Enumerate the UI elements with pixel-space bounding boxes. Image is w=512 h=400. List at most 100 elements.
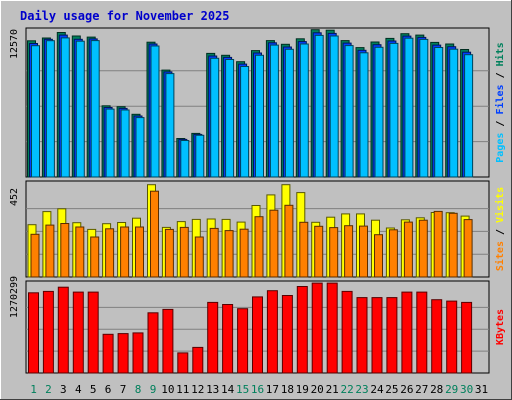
bar-pages-day-28 <box>434 47 444 178</box>
y-axis-label-part: Files <box>494 84 506 114</box>
bar-pages-day-29 <box>449 48 459 178</box>
bar-pages-day-2 <box>45 40 55 178</box>
bar-sites-day-23 <box>359 225 368 278</box>
bar-pages-day-23 <box>359 52 369 178</box>
bar-sites-day-25 <box>388 229 398 278</box>
bar-kbytes-day-11 <box>177 352 189 374</box>
x-tick-label-day-29: 29 <box>445 383 458 396</box>
bar-kbytes-day-5 <box>87 291 99 374</box>
x-tick-label-day-13: 13 <box>206 383 219 396</box>
bar-sites-day-27 <box>418 219 428 278</box>
y-max-tick-label: 452 <box>9 188 20 206</box>
bar-sites-day-2 <box>45 224 55 278</box>
panel-middle: 452 Sites / Visits <box>9 180 506 278</box>
bar-kbytes-day-17 <box>266 290 278 374</box>
bar-kbytes-day-24 <box>371 297 383 374</box>
bar-sites-day-20 <box>314 225 324 278</box>
bar-sites-day-8 <box>135 226 144 278</box>
bar-pages-day-6 <box>105 108 115 178</box>
bar-pages-day-3 <box>60 37 70 178</box>
bar-sites-day-22 <box>344 225 354 278</box>
x-axis-labels: 1 2 3 4 5 6 7 8 9 10 11 12 13 14 15 16 17 18 19 20 21 22 23 24 2… <box>30 383 488 396</box>
x-tick-label-day-8: 8 <box>135 383 142 396</box>
panel-top: 12570 Pages / Files / Hits <box>9 27 506 178</box>
bar-kbytes-day-7 <box>117 333 129 374</box>
bar-sites-day-15 <box>239 228 249 278</box>
bar-sites-day-4 <box>75 226 85 278</box>
bar-pages-day-4 <box>75 40 85 178</box>
y-axis-label: Sites / Visits <box>494 187 506 271</box>
bar-pages-day-21 <box>329 35 339 178</box>
bar-pages-day-22 <box>344 45 354 178</box>
bar-sites-day-10 <box>164 228 174 278</box>
x-tick-label-day-3: 3 <box>60 383 67 396</box>
bar-kbytes-day-29 <box>446 300 458 374</box>
bar-sites-day-21 <box>329 227 339 278</box>
bar-kbytes-day-3 <box>57 286 69 374</box>
bar-kbytes-day-27 <box>416 291 428 374</box>
bar-kbytes-day-22 <box>341 290 353 374</box>
bar-sites-day-14 <box>224 230 234 278</box>
bar-pages-day-18 <box>284 48 294 178</box>
bar-kbytes-day-4 <box>72 291 84 374</box>
bar-sites-day-29 <box>448 212 458 278</box>
bar-pages-day-25 <box>389 42 399 178</box>
bar-kbytes-day-6 <box>102 333 114 374</box>
bar-kbytes-day-30 <box>461 301 473 374</box>
bar-pages-day-24 <box>374 46 384 178</box>
bar-sites-day-11 <box>179 226 189 278</box>
x-tick-label-day-18: 18 <box>281 383 294 396</box>
bar-pages-day-14 <box>225 59 235 178</box>
bar-sites-day-9 <box>150 190 159 278</box>
y-axis-label-part: Visits <box>494 187 506 223</box>
bar-pages-day-5 <box>90 40 100 178</box>
bar-sites-day-16 <box>254 216 264 278</box>
bar-sites-day-17 <box>269 209 279 278</box>
y-axis-label: Pages / Files / Hits <box>494 42 506 162</box>
x-tick-label-day-16: 16 <box>251 383 264 396</box>
y-max-tick-label: 1270299 <box>9 276 20 318</box>
bar-pages-day-26 <box>404 37 414 178</box>
bar-sites-day-19 <box>299 221 309 278</box>
bar-pages-day-17 <box>269 44 279 178</box>
bar-kbytes-day-18 <box>281 295 293 374</box>
x-tick-label-day-19: 19 <box>296 383 309 396</box>
bar-pages-day-15 <box>240 66 250 178</box>
bar-kbytes-day-8 <box>132 332 144 374</box>
x-tick-label-day-21: 21 <box>326 383 339 396</box>
y-axis-label-separator: / <box>495 223 506 241</box>
bar-sites-day-26 <box>403 221 413 278</box>
x-tick-label-day-5: 5 <box>90 383 97 396</box>
x-tick-label-day-23: 23 <box>355 383 368 396</box>
y-axis-label-part: Pages <box>495 133 506 163</box>
bar-kbytes-day-2 <box>42 290 54 374</box>
bar-pages-day-8 <box>135 117 145 178</box>
y-axis-label-part: KBytes <box>495 309 506 345</box>
y-axis-label-separator: / <box>495 115 506 133</box>
bar-pages-day-27 <box>419 38 429 178</box>
bar-sites-day-1 <box>30 233 40 278</box>
x-tick-label-day-26: 26 <box>400 383 413 396</box>
bar-sites-day-18 <box>284 204 294 278</box>
x-tick-label-day-14: 14 <box>221 383 235 396</box>
x-tick-label-day-6: 6 <box>105 383 112 396</box>
y-axis-label-part: Hits <box>494 42 506 66</box>
bar-kbytes-day-15 <box>237 308 249 374</box>
x-tick-label-day-12: 12 <box>191 383 204 396</box>
x-tick-label-day-2: 2 <box>45 383 52 396</box>
bar-kbytes-day-21 <box>326 282 338 374</box>
bar-pages-day-10 <box>165 73 175 178</box>
bar-kbytes-day-13 <box>207 301 219 374</box>
x-tick-label-day-20: 20 <box>311 383 324 396</box>
y-axis-label: KBytes <box>495 309 506 345</box>
x-tick-label-day-25: 25 <box>385 383 398 396</box>
bar-pages-day-11 <box>180 140 190 178</box>
bar-sites-day-30 <box>463 219 473 278</box>
bar-kbytes-day-20 <box>311 282 323 374</box>
x-tick-label-day-7: 7 <box>120 383 127 396</box>
bar-kbytes-day-9 <box>147 312 159 374</box>
bar-sites-day-7 <box>120 226 130 278</box>
bar-pages-day-7 <box>120 109 130 178</box>
